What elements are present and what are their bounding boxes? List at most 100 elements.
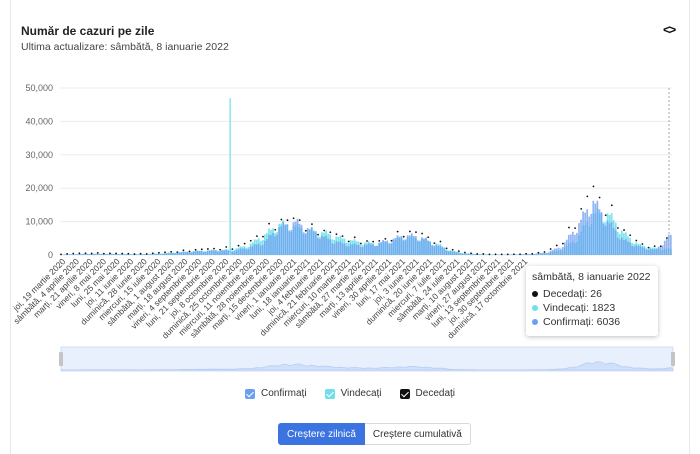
legend-item-recovered[interactable]: Vindecați [324,388,382,399]
point-deaths [464,251,466,254]
point-deaths [341,235,344,238]
bar-confirmed [321,235,323,255]
bar-confirmed [363,244,366,255]
point-deaths [506,253,509,256]
bar-confirmed [280,226,283,255]
point-deaths [262,235,264,238]
bar-confirmed [249,246,252,255]
point-deaths [72,252,75,255]
bar-confirmed [449,251,452,255]
bar-confirmed [421,237,423,255]
bar-confirmed [641,247,644,255]
y-tick-label: 10,000 [25,217,53,227]
bar-confirmed [412,235,415,255]
point-deaths [421,232,423,235]
bar-confirmed [382,240,385,255]
point-deaths [402,235,405,238]
bar-confirmed [339,241,342,255]
point-deaths [641,243,644,245]
bar-confirmed [653,249,656,255]
daily-growth-button[interactable]: Creștere zilnică [278,423,365,445]
bar-confirmed [376,245,378,255]
bar-confirmed [106,253,109,255]
bar-confirmed [404,239,407,255]
bar-confirmed [225,249,227,255]
point-deaths [457,250,460,253]
bar-confirmed [465,253,468,255]
bar-confirmed [447,251,450,255]
chart-legend: Confirmați Vindecați Decedați [0,388,700,399]
bar-confirmed [394,238,397,255]
bar-confirmed [565,239,568,255]
bar-confirmed [286,224,289,255]
bar-confirmed [435,244,438,255]
bar-confirmed [257,243,260,255]
bar-confirmed [200,250,203,255]
bar-confirmed [621,237,623,255]
bar-confirmed [72,254,74,255]
bar-confirmed [104,254,107,255]
bar-confirmed [131,254,134,255]
bar-confirmed [210,250,213,255]
point-deaths [182,249,185,252]
point-deaths [580,207,583,210]
bar-confirmed [329,239,332,255]
bar-confirmed [102,254,105,255]
bar-confirmed [84,253,87,255]
point-deaths [176,251,179,254]
bar-confirmed [159,254,162,255]
bar-confirmed [427,240,429,255]
bar-confirmed [455,252,458,255]
bar-confirmed [351,244,354,255]
bar-confirmed [602,223,605,255]
last-updated: Ultima actualizare: sâmbătă, 8 ianuarie … [21,41,229,53]
cumulative-growth-button[interactable]: Creștere cumulativă [364,423,471,445]
bar-confirmed [643,247,646,255]
point-deaths [592,185,595,188]
legend-item-confirmed[interactable]: Confirmați [244,388,307,399]
bar-confirmed [166,253,168,255]
bar-confirmed [223,250,225,255]
point-deaths [115,252,117,255]
bar-confirmed [584,212,587,255]
bar-confirmed [261,244,264,255]
legend-label-recovered: Vindecați [340,388,382,399]
point-deaths [666,237,668,239]
point-deaths [329,231,332,234]
point-deaths [635,239,638,242]
bar-confirmed [90,254,93,255]
bar-confirmed [618,239,621,255]
bar-confirmed [629,242,631,255]
point-deaths [335,233,338,236]
bar-confirmed [380,242,383,255]
bar-confirmed [335,241,338,255]
bar-confirmed [312,231,315,255]
point-deaths [286,219,289,222]
point-deaths [304,229,307,232]
bar-confirmed [202,251,205,255]
bar-confirmed [535,253,538,255]
bar-confirmed [445,250,448,255]
bar-confirmed [341,243,344,255]
bar-confirmed [272,233,274,255]
bar-confirmed [572,231,574,255]
bar-confirmed [463,253,466,255]
bar-confirmed [410,233,413,255]
bar-confirmed [349,244,352,255]
bar-confirmed [192,251,195,255]
point-deaths [439,240,442,243]
bar-confirmed [237,249,240,255]
point-deaths [617,227,619,229]
navigator-right-handle[interactable] [671,352,675,366]
bar-confirmed [123,254,125,255]
navigator-left-handle[interactable] [59,352,63,366]
bar-confirmed [400,236,403,255]
bar-confirmed [323,236,325,255]
code-toggle-icon[interactable]: <> [663,22,676,37]
legend-item-deaths[interactable]: Decedați [399,388,455,399]
bar-confirmed [508,254,511,255]
bar-confirmed [553,248,556,255]
bar-confirmed [533,253,536,255]
bar-confirmed [635,245,638,255]
bar-confirmed [345,246,348,255]
